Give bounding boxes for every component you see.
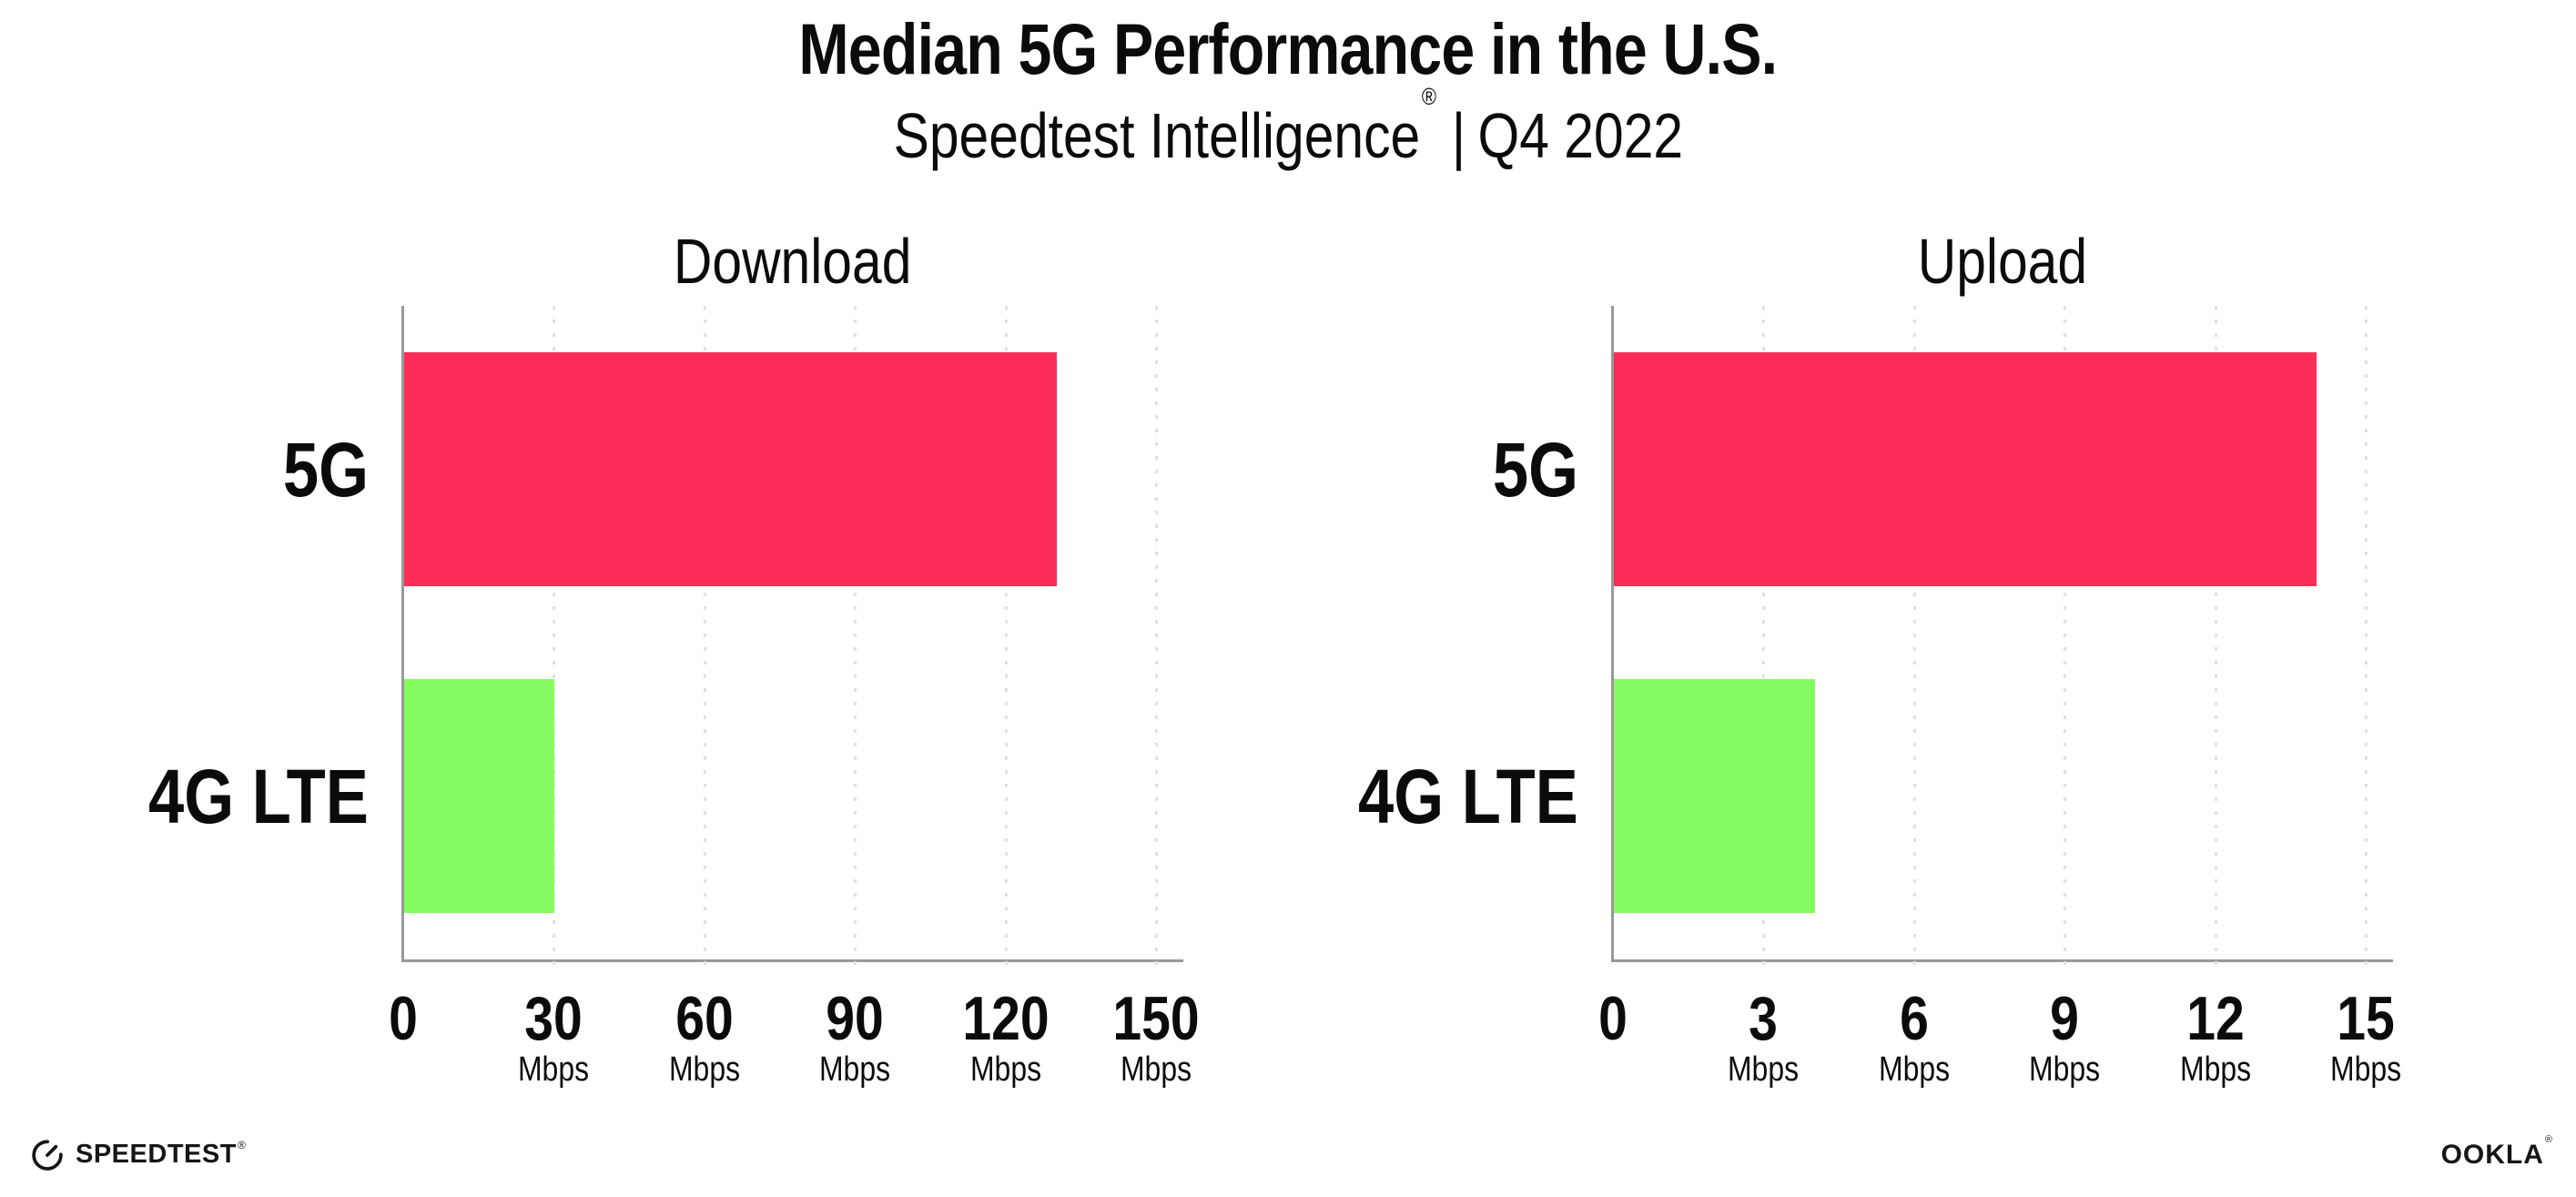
x-tick-unit-text: Mbps (668, 1050, 740, 1089)
upload-plot-area (1611, 306, 2393, 967)
x-tick-unit-text: Mbps (969, 1050, 1041, 1089)
category-label-5g: 5G (267, 431, 369, 508)
x-tick-unit-label: Mbps (1871, 1052, 1956, 1087)
bar-5g (1614, 352, 2317, 586)
gridline-150 (1155, 306, 1158, 967)
x-tick-label: 6 (1897, 988, 1932, 1050)
x-tick-label: 3 (1746, 988, 1780, 1050)
gridline-90 (854, 306, 857, 967)
x-tick-unit-label: Mbps (2173, 1052, 2257, 1087)
speedtest-logo: SPEEDTEST ® (27, 1132, 246, 1176)
x-tick-label: 0 (386, 988, 421, 1050)
y-axis-line (401, 306, 404, 962)
x-tick-label-text: 12 (2186, 984, 2245, 1053)
upload-chart-title: Upload (1917, 226, 2087, 297)
x-tick-label: 15 (2331, 988, 2400, 1050)
gridline-6 (1912, 306, 1916, 967)
bar-5g (404, 352, 1057, 586)
gridline-15 (2365, 306, 2368, 967)
bar-4g-lte (404, 679, 555, 913)
x-tick-label-text: 3 (1749, 984, 1779, 1053)
x-tick-label: 120 (954, 988, 1057, 1050)
x-tick-label-text: 120 (961, 984, 1050, 1053)
speedometer-gauge-icon (32, 1140, 63, 1171)
x-tick-unit-label: Mbps (963, 1052, 1048, 1087)
page-subtitle: Speedtest Intelligence®| Q4 2022 (0, 85, 2576, 167)
gridline-9 (2064, 306, 2067, 967)
category-label-text: 5G (1492, 426, 1578, 512)
speedtest-wordmark: SPEEDTEST (76, 1139, 237, 1169)
download-chart: Download 5G 4G LTE 0 30 Mbps 60 Mbps 90 Mbps 120 M… (148, 229, 1199, 1087)
page-title: Median 5G Performance in the U.S. (0, 13, 2576, 85)
gridline-30 (553, 306, 556, 967)
x-tick-unit-text: Mbps (819, 1050, 891, 1089)
x-tick-label-text: 9 (2050, 984, 2080, 1053)
x-tick-label: 90 (820, 988, 889, 1050)
x-tick-unit-text: Mbps (2179, 1050, 2251, 1089)
category-label-4g-lte: 4G LTE (1316, 758, 1578, 835)
x-axis-line (401, 959, 1183, 962)
x-tick-unit-label: Mbps (512, 1052, 596, 1087)
x-tick-unit-label: Mbps (2023, 1052, 2107, 1087)
x-tick-label: 0 (1596, 988, 1630, 1050)
x-tick-label-text: 60 (675, 984, 734, 1053)
x-tick-unit-text: Mbps (2029, 1050, 2101, 1089)
x-tick-label-text: 0 (1598, 984, 1628, 1053)
download-plot-area (401, 306, 1183, 967)
ookla-wordmark: OOKLA (2440, 1140, 2544, 1170)
x-tick-unit-text: Mbps (2329, 1050, 2402, 1089)
x-tick-label: 150 (1104, 988, 1207, 1050)
x-tick-unit-label: Mbps (1114, 1052, 1199, 1087)
x-tick-unit-label: Mbps (2324, 1052, 2409, 1087)
x-tick-label: 30 (520, 988, 589, 1050)
x-tick-label-text: 15 (2337, 984, 2395, 1053)
download-chart-title: Download (673, 226, 912, 297)
x-tick-label: 12 (2181, 988, 2250, 1050)
x-tick-label: 60 (670, 988, 739, 1050)
category-label-text: 4G LTE (1358, 753, 1578, 839)
subtitle-divider: | (1451, 100, 1465, 171)
page-subtitle-text: Speedtest Intelligence®| Q4 2022 (893, 85, 1683, 167)
x-tick-label: 9 (2047, 988, 2082, 1050)
x-tick-unit-text: Mbps (1120, 1050, 1192, 1089)
x-tick-label-text: 30 (524, 984, 583, 1053)
registered-mark: ® (1421, 82, 1436, 110)
speedtest-registered-mark: ® (237, 1139, 246, 1151)
category-label-5g: 5G (1476, 431, 1578, 508)
x-tick-unit-text: Mbps (1728, 1050, 1800, 1089)
x-tick-label-text: 6 (1899, 984, 1929, 1053)
x-tick-unit-label: Mbps (1721, 1052, 1806, 1087)
upload-chart: Upload 5G 4G LTE 0 3 Mbps 6 Mbps 9 Mbps 12 Mbps 15 M… (1358, 229, 2401, 1087)
ookla-registered-mark: ® (2544, 1134, 2553, 1145)
gridline-60 (703, 306, 706, 967)
gridline-120 (1004, 306, 1008, 967)
y-axis-line (1611, 306, 1614, 962)
category-label-4g-lte: 4G LTE (106, 758, 369, 835)
bar-4g-lte (1614, 679, 1815, 913)
gridline-12 (2214, 306, 2217, 967)
category-label-text: 5G (282, 426, 369, 512)
ookla-logo: OOKLA® (2440, 1135, 2552, 1170)
subtitle-period: Q4 2022 (1477, 100, 1683, 171)
page-title-text: Median 5G Performance in the U.S. (798, 8, 1779, 89)
subtitle-brand: Speedtest Intelligence (893, 100, 1420, 171)
x-tick-unit-label: Mbps (662, 1052, 746, 1087)
x-tick-unit-text: Mbps (1878, 1050, 1950, 1089)
x-tick-label-text: 0 (389, 984, 418, 1053)
x-tick-label-text: 150 (1112, 984, 1200, 1053)
x-tick-unit-text: Mbps (518, 1050, 590, 1089)
x-axis-line (1611, 959, 2393, 962)
category-label-text: 4G LTE (148, 753, 369, 839)
x-tick-unit-label: Mbps (813, 1052, 898, 1087)
x-tick-label-text: 90 (826, 984, 884, 1053)
gridline-3 (1762, 306, 1766, 967)
